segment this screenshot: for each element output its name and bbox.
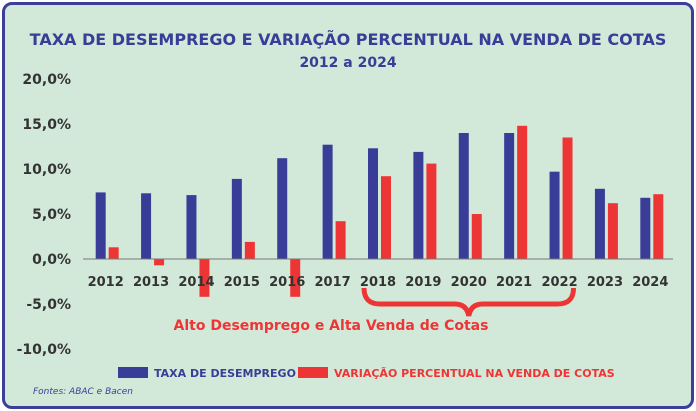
legend-label-sales: VARIAÇÃO PERCENTUAL NA VENDA DE COTAS <box>334 367 615 380</box>
x-tick-label: 2018 <box>360 275 396 290</box>
unemployment-bar-2020 <box>458 133 469 259</box>
sales-bar-2016 <box>290 259 301 297</box>
y-tick-label: -5,0% <box>26 297 71 313</box>
unemployment-bar-2022 <box>549 171 560 259</box>
annotation-text: Alto Desemprego e Alta Venda de Cotas <box>174 318 489 334</box>
sales-bar-2014 <box>199 259 210 297</box>
unemployment-bar-2012 <box>95 192 106 259</box>
source-note: Fontes: ABAC e Bacen <box>33 387 133 397</box>
sales-bar-2018 <box>381 176 391 259</box>
sales-bar-2017 <box>335 221 346 259</box>
chart-title: TAXA DE DESEMPREGO E VARIAÇÃO PERCENTUAL… <box>30 30 667 49</box>
x-tick-label: 2020 <box>451 275 487 290</box>
sales-bar-2024 <box>653 194 664 259</box>
sales-bar-2015 <box>244 241 255 259</box>
x-tick-label: 2017 <box>315 275 351 290</box>
y-tick-label: 0,0% <box>32 252 71 268</box>
unemployment-bar-2019 <box>413 151 424 259</box>
y-tick-label: 5,0% <box>32 207 71 223</box>
unemployment-bar-2024 <box>640 197 651 259</box>
annotation-brace <box>361 287 577 317</box>
unemployment-bar-2016 <box>277 158 288 259</box>
sales-bar-2023 <box>607 203 618 259</box>
sales-bar-2012 <box>108 247 119 259</box>
chart-subtitle: 2012 a 2024 <box>299 55 396 71</box>
unemployment-bar-2023 <box>594 188 605 259</box>
legend-swatch-unemployment <box>118 367 148 378</box>
unemployment-bar-2021 <box>504 133 515 259</box>
chart-svg: TAXA DE DESEMPREGO E VARIAÇÃO PERCENTUAL… <box>17 30 673 397</box>
legend-label-unemployment: TAXA DE DESEMPREGO <box>154 367 296 380</box>
sales-bar-2021 <box>517 125 528 259</box>
y-tick-label: 15,0% <box>22 117 71 133</box>
sales-bar-2019 <box>426 163 437 259</box>
legend-swatch-sales <box>298 367 328 378</box>
sales-bar-2022 <box>562 137 573 259</box>
x-tick-label: 2012 <box>88 275 124 290</box>
unemployment-bar-2014 <box>186 195 197 259</box>
sales-bar-2020 <box>471 214 482 259</box>
x-tick-label: 2021 <box>496 275 532 290</box>
unemployment-bar-2018 <box>368 148 378 259</box>
unemployment-bar-2013 <box>141 193 152 259</box>
x-tick-label: 2024 <box>632 275 668 290</box>
x-tick-label: 2023 <box>587 275 623 290</box>
x-tick-label: 2022 <box>541 275 577 290</box>
x-tick-label: 2019 <box>405 275 441 290</box>
y-tick-label: 20,0% <box>22 72 71 88</box>
x-tick-label: 2014 <box>178 275 214 290</box>
unemployment-bar-2017 <box>322 144 333 259</box>
x-tick-label: 2016 <box>269 275 305 290</box>
y-tick-label: -10,0% <box>17 342 71 358</box>
y-tick-label: 10,0% <box>22 162 71 178</box>
sales-bar-2013 <box>154 259 165 266</box>
unemployment-bar-2015 <box>231 178 242 259</box>
x-tick-label: 2013 <box>133 275 169 290</box>
x-tick-label: 2015 <box>224 275 260 290</box>
